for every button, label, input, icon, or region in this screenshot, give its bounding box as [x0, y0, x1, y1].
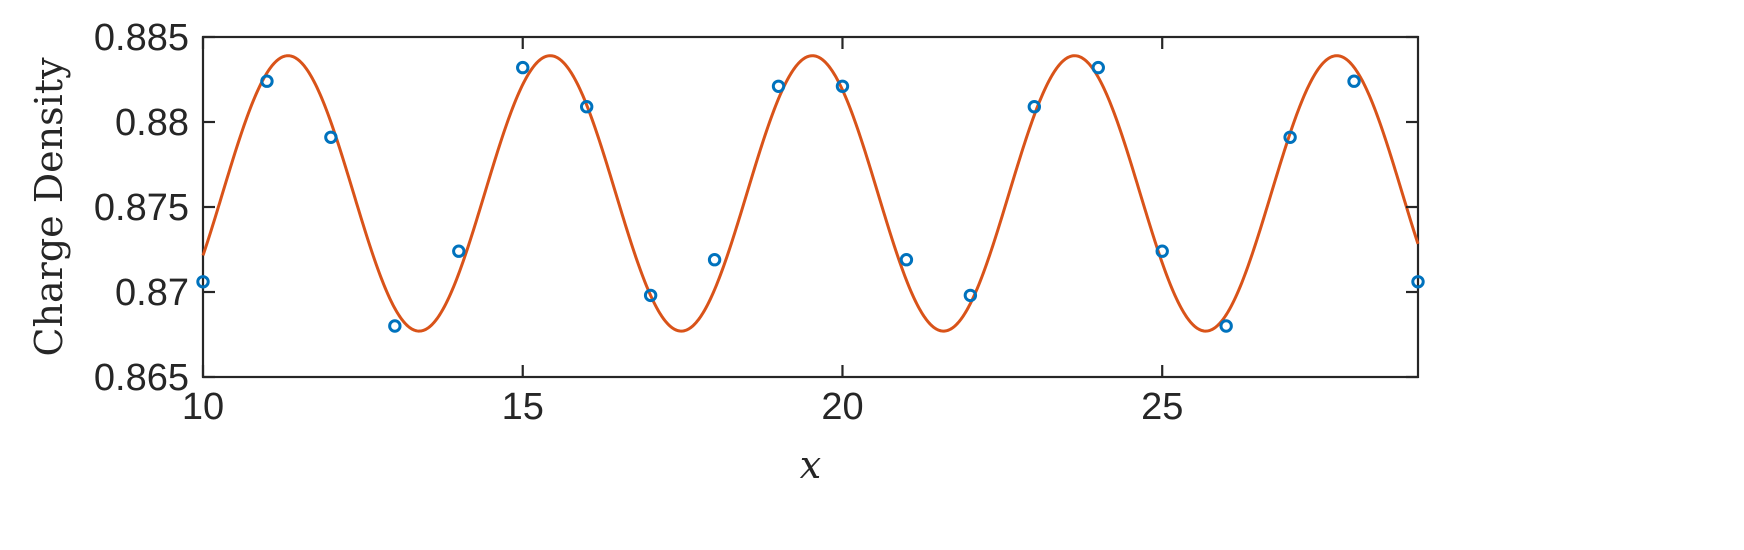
data-point: [452, 244, 466, 258]
data-point: [579, 100, 594, 114]
x-tick-label: 15: [502, 386, 544, 428]
data-point: [388, 319, 402, 333]
x-tick-label: 25: [1141, 386, 1183, 428]
tick-labels-layer: 10 15 20 25 0.865 0.87 0.875 0.88 0.885: [94, 17, 1183, 428]
y-tick-label: 0.88: [115, 102, 189, 144]
data-point: [643, 288, 658, 303]
y-axis-title: Charge Density: [27, 57, 71, 357]
plot-frame: [201, 35, 1420, 379]
data-point: [1347, 74, 1361, 88]
y-tick-label: 0.885: [94, 17, 189, 59]
data-point: [835, 79, 850, 94]
plot-area: [201, 35, 1420, 379]
y-tick-label: 0.87: [115, 272, 189, 314]
data-point: [963, 288, 978, 303]
x-axis-title: x: [800, 443, 821, 487]
data-point: [771, 79, 786, 94]
y-tick-label: 0.875: [94, 187, 189, 229]
fit-curve-layer: [201, 54, 1420, 333]
fit-curve: [201, 54, 1420, 333]
data-point: [1091, 60, 1105, 75]
data-point: [899, 253, 914, 267]
data-point: [516, 60, 530, 75]
x-tick-label: 20: [821, 386, 863, 428]
data-points-layer: [196, 60, 1425, 333]
data-point: [1283, 130, 1297, 145]
data-point: [1411, 275, 1425, 289]
x-tick-label: 10: [182, 386, 224, 428]
ticks-layer: [201, 35, 1418, 379]
data-point: [196, 275, 210, 289]
data-point: [260, 74, 274, 88]
y-tick-label: 0.865: [94, 357, 189, 399]
data-point: [1027, 100, 1042, 114]
data-point: [324, 130, 338, 145]
data-point: [1219, 319, 1233, 333]
data-point: [1155, 244, 1169, 258]
data-point: [707, 253, 722, 267]
